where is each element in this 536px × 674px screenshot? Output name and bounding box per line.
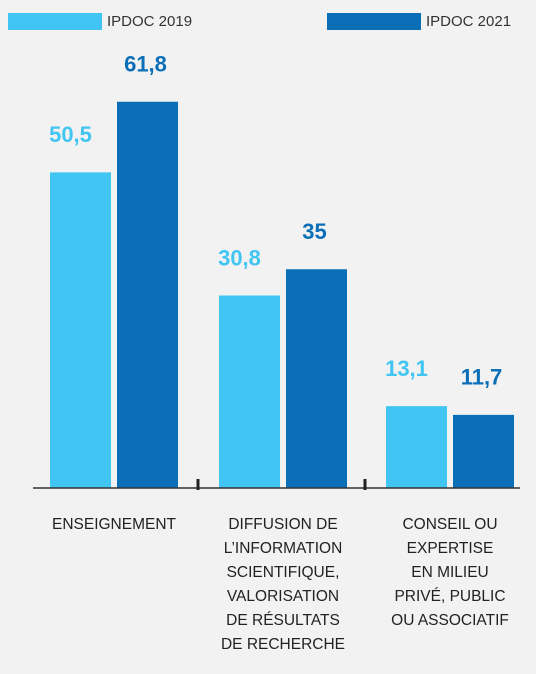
data-label: 61,8 — [124, 52, 167, 77]
category-label: DIFFUSION DE — [228, 516, 337, 533]
bar — [453, 414, 514, 488]
category-label: VALORISATION — [227, 588, 339, 605]
legend-label: IPDOC 2019 — [107, 13, 192, 30]
category-label: EN MILIEU — [411, 564, 489, 581]
bar — [219, 295, 280, 488]
category-label: CONSEIL OU — [402, 516, 497, 533]
data-label: 11,7 — [461, 365, 503, 390]
category-label: DE RÉSULTATS — [226, 612, 340, 629]
legend-swatch — [327, 13, 421, 30]
category-label: OU ASSOCIATIF — [391, 612, 509, 629]
data-label: 50,5 — [49, 122, 92, 147]
data-label: 13,1 — [385, 356, 428, 381]
category-label: DE RECHERCHE — [221, 636, 345, 653]
bar — [286, 269, 347, 488]
bar — [50, 172, 111, 488]
category-label: L’INFORMATION — [224, 540, 343, 557]
category-label: PRIVÉ, PUBLIC — [394, 588, 505, 605]
category-label: EXPERTISE — [407, 540, 494, 557]
data-label: 35 — [302, 219, 326, 244]
legend-swatch — [8, 13, 102, 30]
legend-label: IPDOC 2021 — [426, 13, 511, 30]
category-label: SCIENTIFIQUE, — [227, 564, 340, 581]
category-label: ENSEIGNEMENT — [52, 516, 177, 533]
bar — [117, 101, 178, 488]
bar — [386, 406, 447, 488]
data-label: 30,8 — [218, 245, 261, 270]
